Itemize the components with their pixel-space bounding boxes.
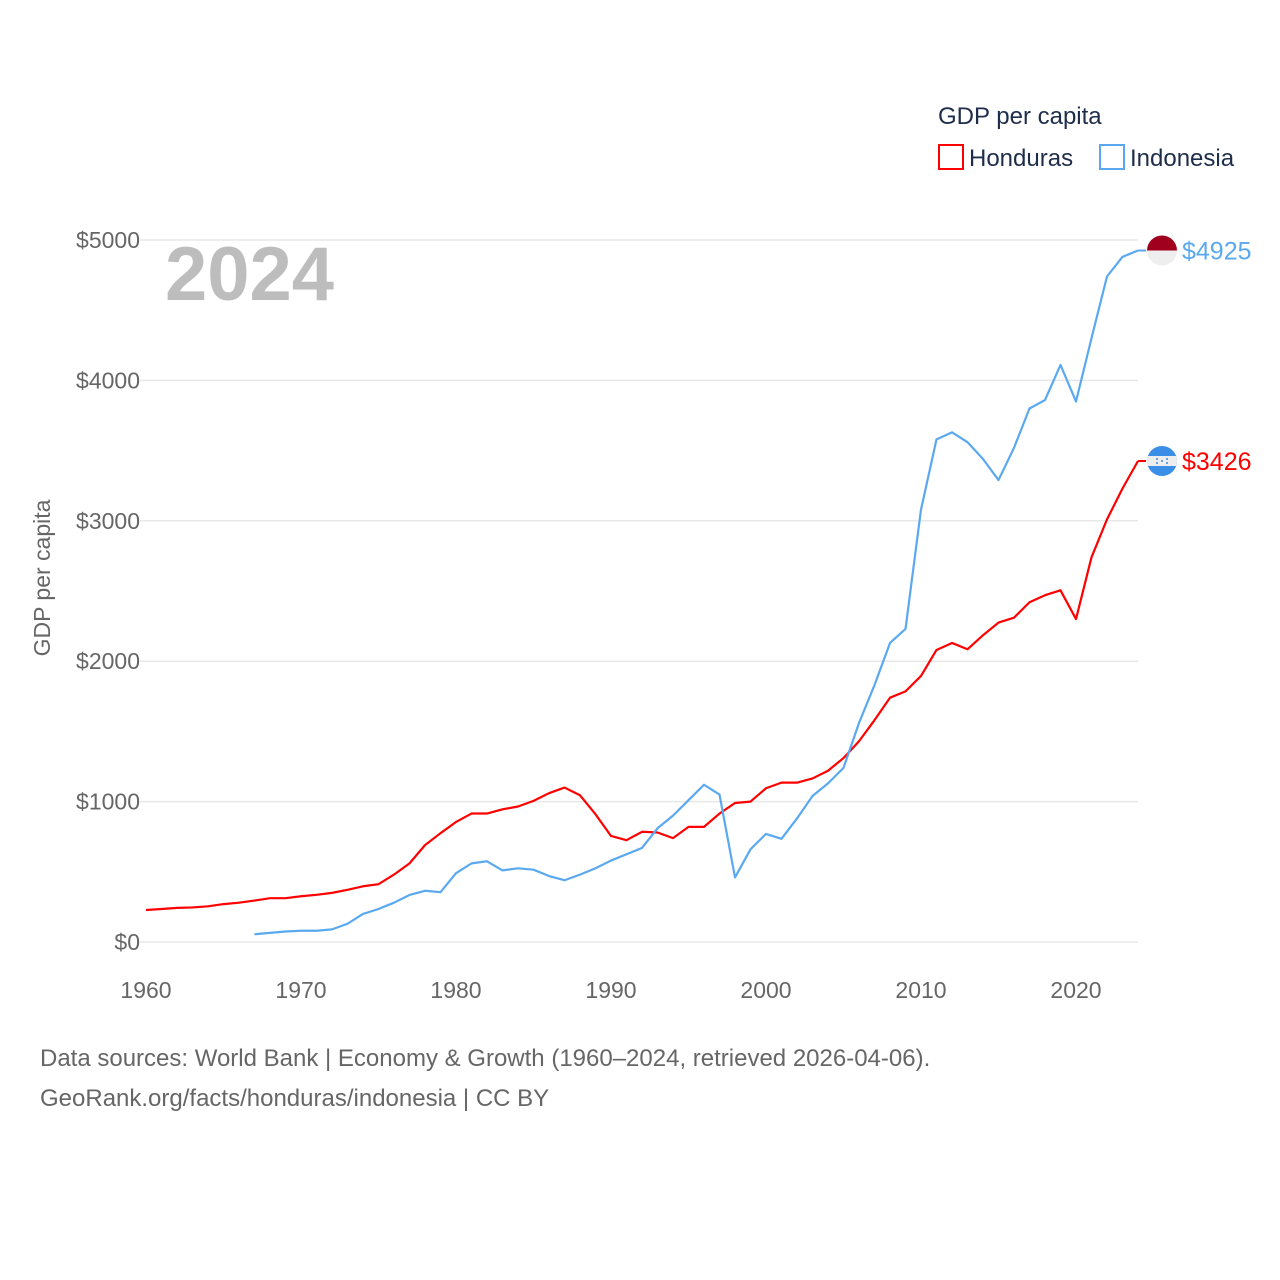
flag-star	[1156, 461, 1158, 464]
legend-label-honduras: Honduras	[969, 145, 1073, 172]
flag-star	[1166, 457, 1168, 460]
x-tick-label: 2010	[895, 977, 946, 1003]
flag-white-band	[1147, 250, 1177, 266]
legend-label-indonesia: Indonesia	[1130, 145, 1235, 172]
footer-sources: Data sources: World Bank | Economy & Gro…	[40, 1045, 931, 1072]
legend-swatch-indonesia	[1099, 144, 1125, 170]
y-tick-label: $2000	[76, 648, 140, 674]
flag-star	[1166, 461, 1168, 464]
y-tick-label: $4000	[76, 367, 140, 393]
flag-icon-indonesia	[1147, 235, 1177, 266]
year-label: 2024	[165, 232, 334, 317]
footer-attribution[interactable]: GeoRank.org/facts/honduras/indonesia | C…	[40, 1085, 550, 1112]
series-line-indonesia	[254, 249, 1139, 936]
flag-icon-honduras	[1147, 445, 1177, 476]
legend-swatch-honduras	[938, 144, 964, 170]
x-tick-label: 1990	[585, 977, 636, 1003]
series-line-honduras	[145, 460, 1139, 912]
end-value-label-honduras: $3426	[1182, 448, 1252, 476]
x-tick-label: 1980	[430, 977, 481, 1003]
y-tick-label: $1000	[76, 789, 140, 815]
flag-red-band	[1147, 235, 1177, 251]
flag-star	[1156, 457, 1158, 460]
y-tick-label: $3000	[76, 508, 140, 534]
end-value-label-indonesia: $4925	[1182, 238, 1252, 266]
y-tick-label: $5000	[76, 227, 140, 253]
y-axis-label: GDP per capita	[29, 499, 55, 656]
x-tick-label: 1970	[275, 977, 326, 1003]
y-tick-label: $0	[114, 929, 140, 955]
x-tick-label: 1960	[120, 977, 171, 1003]
legend-title: GDP per capita	[938, 103, 1102, 130]
flag-star	[1161, 459, 1163, 462]
x-tick-label: 2020	[1050, 977, 1101, 1003]
x-tick-label: 2000	[740, 977, 791, 1003]
